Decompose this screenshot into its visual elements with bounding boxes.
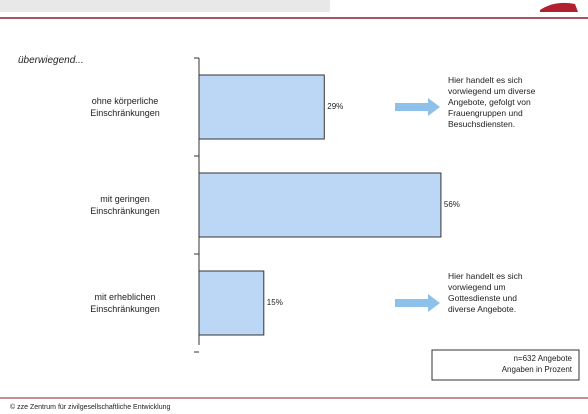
value-label: 56% [443,200,460,209]
note: n=632 Angebote Angaben in Prozent [501,354,572,374]
logo [540,2,578,12]
annotation: Hier handelt es sich vorwiegend um Gotte… [448,271,523,314]
subtitle: überwiegend... [18,55,84,66]
bar [198,74,325,140]
annotation: Hier handelt es sich vorwiegend um diver… [448,75,536,129]
footer: © zze Zentrum für zivilgesellschaftliche… [10,404,171,411]
bar [198,172,442,238]
arrow [395,98,440,116]
title-band [0,0,330,12]
category-label: mit erheblichen Einschränkungen [90,292,160,314]
arrow [395,294,440,312]
value-label: 29% [327,102,344,111]
bar [198,270,265,336]
note-box [431,349,580,381]
value-label: 15% [266,298,283,307]
category-label: ohne körperliche Einschränkungen [90,96,160,118]
category-label: mit geringen Einschränkungen [90,194,160,216]
